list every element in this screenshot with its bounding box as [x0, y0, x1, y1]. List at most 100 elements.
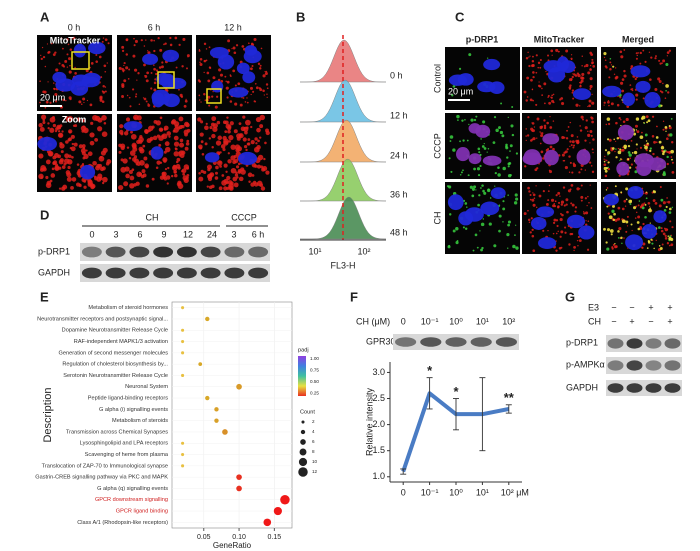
mito-spot — [263, 157, 266, 161]
x-axis-label: GeneRatio — [213, 541, 252, 550]
merge-spot — [665, 130, 667, 132]
mito-spot — [45, 175, 49, 180]
nucleus — [480, 201, 500, 216]
mito-spot — [245, 148, 248, 152]
mito-spot — [535, 54, 538, 57]
mito-spot — [557, 205, 560, 208]
mito-spot — [222, 135, 227, 141]
mito-spot — [614, 76, 618, 80]
merge-spot — [627, 144, 631, 148]
mito-spot — [235, 165, 240, 169]
merge-spot — [613, 212, 616, 216]
mito-spot — [533, 197, 536, 199]
mito-spot — [604, 174, 608, 178]
nucleus — [635, 80, 651, 93]
mito-spot — [83, 101, 85, 104]
mito-spot — [227, 152, 230, 155]
mito-spot — [607, 100, 610, 104]
mito-spot — [665, 137, 669, 141]
mito-spot — [161, 65, 164, 69]
mito-spot — [199, 62, 203, 66]
mito-spot — [580, 115, 584, 119]
band — [153, 267, 174, 279]
mito-spot — [585, 119, 588, 122]
mito-spot — [62, 98, 65, 102]
mito-spot — [244, 119, 251, 126]
mito-spot — [142, 97, 145, 99]
condition-sign: + — [667, 316, 672, 326]
mito-spot — [242, 115, 246, 119]
mito-spot — [97, 126, 103, 132]
drp1-spot — [644, 215, 647, 219]
mito-spot — [39, 80, 41, 83]
mito-spot — [143, 63, 146, 67]
mito-spot — [552, 204, 555, 208]
mito-spot — [64, 153, 70, 159]
merge-spot — [625, 187, 629, 191]
mito-spot — [630, 163, 633, 166]
mito-spot — [101, 131, 108, 138]
panel-label: F — [350, 289, 358, 304]
condition-sign: − — [648, 316, 653, 326]
mito-spot — [131, 88, 135, 91]
dot — [181, 441, 185, 445]
mito-spot — [569, 161, 572, 164]
drp1-spot — [477, 203, 480, 207]
mito-spot — [559, 195, 561, 197]
mito-spot — [636, 148, 638, 150]
mito-spot — [266, 87, 269, 90]
mito-spot — [526, 76, 530, 80]
lane-label: 10² — [502, 316, 515, 326]
panel-label: B — [296, 9, 305, 24]
merge-spot — [631, 152, 634, 154]
merge-spot — [620, 158, 622, 160]
mito-spot — [552, 232, 555, 235]
mito-spot — [122, 158, 128, 164]
mito-spot — [618, 174, 621, 177]
mito-spot — [65, 140, 69, 144]
mito-spot — [154, 78, 157, 81]
lane-label: 10⁻¹ — [421, 316, 439, 326]
mito-spot — [589, 68, 592, 71]
mito-spot — [626, 215, 629, 218]
mito-spot — [229, 74, 232, 76]
mito-spot — [67, 159, 73, 165]
mito-spot — [543, 119, 546, 122]
mito-spot — [532, 75, 535, 79]
band — [105, 246, 126, 258]
column-label: p-DRP1 — [466, 34, 499, 44]
mito-spot — [589, 64, 592, 67]
mito-spot — [134, 68, 138, 72]
mito-spot — [549, 126, 553, 129]
sample-label: 12 h — [390, 110, 408, 120]
column-label: 12 h — [224, 22, 242, 32]
mito-spot — [123, 79, 127, 83]
band — [607, 360, 624, 371]
mito-spot — [670, 156, 673, 158]
mito-spot — [668, 244, 671, 247]
mito-spot — [150, 72, 153, 74]
mito-spot — [134, 39, 138, 43]
merge-spot — [650, 238, 653, 241]
mito-spot — [58, 159, 64, 165]
mito-spot — [631, 229, 633, 232]
mito-spot — [617, 147, 620, 150]
mito-spot — [216, 120, 221, 125]
mito-spot — [66, 176, 72, 182]
mito-spot — [208, 46, 211, 49]
mito-spot — [174, 124, 179, 129]
colorbar — [298, 356, 306, 396]
nucleus — [576, 149, 591, 165]
mito-spot — [543, 82, 547, 86]
mito-spot — [248, 42, 250, 45]
mito-spot — [538, 194, 542, 198]
mito-spot — [232, 69, 236, 73]
drp1-spot — [480, 222, 485, 227]
mito-spot — [529, 194, 532, 197]
mito-spot — [253, 146, 260, 153]
mito-spot — [572, 97, 575, 100]
mito-spot — [61, 130, 64, 133]
mito-spot — [265, 70, 268, 73]
mito-spot — [584, 126, 588, 130]
mito-spot — [128, 96, 131, 99]
